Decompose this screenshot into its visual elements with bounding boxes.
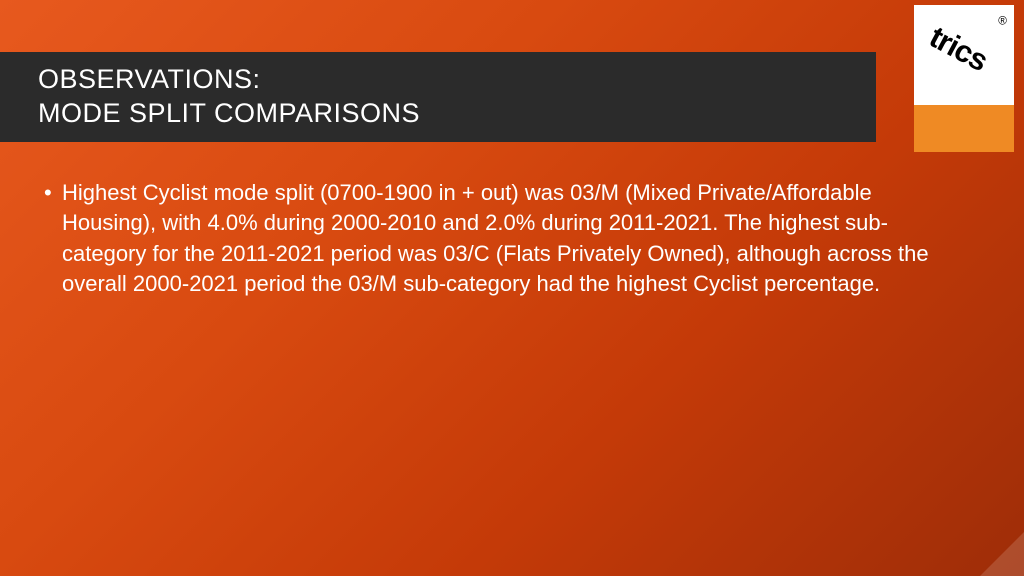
- title-bar: OBSERVATIONS: MODE SPLIT COMPARISONS: [0, 52, 876, 142]
- bullet-text: Highest Cyclist mode split (0700-1900 in…: [62, 178, 954, 299]
- bullet-marker-icon: •: [44, 178, 62, 208]
- registered-mark-icon: ®: [998, 14, 1007, 27]
- title-line-2: MODE SPLIT COMPARISONS: [38, 97, 876, 131]
- bullet-item: • Highest Cyclist mode split (0700-1900 …: [44, 178, 954, 299]
- svg-text:trics: trics: [924, 20, 993, 78]
- trics-logo: ® trics: [914, 5, 1014, 105]
- title-line-1: OBSERVATIONS:: [38, 63, 876, 97]
- body-content: • Highest Cyclist mode split (0700-1900 …: [44, 178, 954, 299]
- corner-fold-icon: [980, 532, 1024, 576]
